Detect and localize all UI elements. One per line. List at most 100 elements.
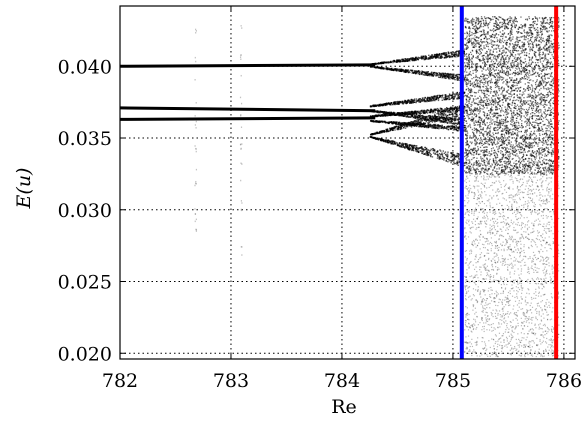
data-point	[432, 123, 435, 126]
data-point	[421, 126, 423, 128]
data-point	[428, 121, 431, 124]
data-point	[482, 100, 484, 102]
data-point	[510, 113, 513, 115]
data-point	[475, 26, 478, 28]
data-point	[410, 121, 413, 123]
data-point	[539, 97, 541, 99]
data-point	[552, 165, 554, 168]
data-point	[420, 100, 422, 103]
data-point	[552, 151, 555, 154]
data-point	[421, 146, 423, 148]
data-point	[408, 144, 411, 147]
data-point	[381, 131, 383, 133]
data-point	[516, 57, 519, 59]
data-point	[371, 115, 374, 118]
data-point	[520, 130, 522, 133]
data-point	[494, 170, 496, 172]
data-point	[532, 95, 535, 98]
data-point	[423, 58, 426, 61]
data-point	[386, 112, 388, 114]
data-point	[470, 88, 472, 90]
data-point	[453, 158, 455, 161]
data-point	[422, 73, 424, 76]
data-point	[417, 70, 420, 72]
data-point	[523, 42, 525, 44]
data-point	[486, 74, 489, 76]
data-point	[513, 22, 515, 25]
data-point	[381, 138, 383, 141]
data-point	[438, 158, 441, 160]
data-point	[453, 157, 456, 160]
data-point	[425, 117, 427, 119]
data-point	[458, 79, 460, 81]
data-point	[411, 112, 414, 114]
data-point	[548, 23, 550, 25]
data-point	[476, 80, 479, 82]
data-point	[549, 138, 551, 140]
data-point	[412, 57, 415, 59]
data-point	[415, 148, 418, 150]
data-point	[410, 101, 412, 103]
data-point	[449, 121, 451, 123]
data-point	[449, 76, 452, 78]
data-point	[373, 115, 376, 117]
data-point	[455, 117, 457, 119]
data-point	[496, 124, 498, 126]
data-point	[481, 133, 484, 135]
data-point	[407, 99, 409, 102]
data-point	[241, 202, 243, 204]
data-point	[463, 130, 466, 132]
data-point	[533, 162, 536, 165]
data-point	[494, 84, 497, 86]
data-point	[458, 55, 460, 57]
data-point	[470, 74, 472, 76]
data-point	[544, 57, 546, 59]
data-point	[429, 111, 432, 114]
data-point	[456, 108, 458, 111]
data-point	[400, 126, 403, 129]
data-point	[517, 87, 519, 89]
data-point	[401, 143, 403, 146]
data-point	[440, 54, 443, 57]
data-point	[451, 115, 454, 118]
data-point	[454, 111, 456, 114]
data-point	[500, 167, 503, 169]
data-point	[195, 60, 197, 63]
data-point	[395, 101, 398, 103]
data-point	[550, 25, 552, 27]
data-point	[506, 18, 509, 20]
data-point	[520, 103, 523, 105]
data-point	[495, 112, 497, 114]
data-point	[536, 106, 538, 108]
data-point	[428, 125, 430, 127]
data-point	[195, 230, 198, 232]
data-point	[375, 138, 377, 140]
data-point	[412, 113, 414, 115]
data-point	[416, 118, 418, 121]
data-point	[442, 114, 444, 117]
data-point	[446, 127, 448, 129]
data-point	[500, 16, 502, 19]
data-point	[497, 97, 499, 99]
data-point	[404, 58, 407, 60]
data-point	[471, 154, 473, 156]
data-point	[472, 152, 475, 154]
data-point	[390, 112, 393, 115]
data-point	[418, 115, 421, 117]
data-point	[445, 119, 448, 121]
data-point	[455, 109, 458, 111]
data-point	[428, 54, 430, 57]
data-point	[483, 153, 485, 155]
data-point	[557, 123, 560, 126]
data-point	[551, 26, 553, 28]
data-point	[377, 111, 380, 113]
data-point	[437, 124, 439, 126]
data-point	[425, 117, 427, 120]
data-point	[484, 41, 486, 43]
data-point	[424, 97, 427, 99]
data-point	[195, 218, 197, 221]
data-point	[194, 115, 196, 117]
data-point	[511, 116, 513, 118]
data-point	[408, 113, 410, 116]
data-point	[527, 172, 529, 174]
